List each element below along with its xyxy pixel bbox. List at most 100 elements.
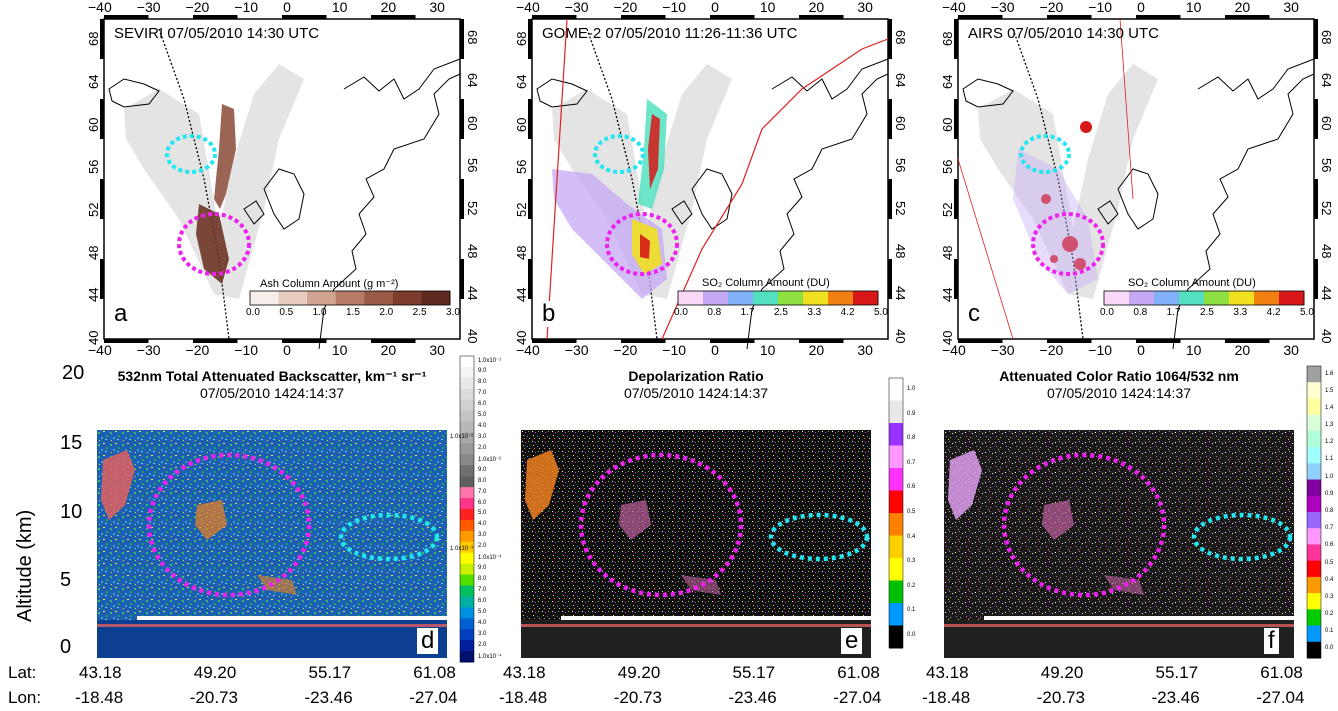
colorbar-frame <box>677 290 879 306</box>
lon-value: -20.73 <box>613 688 662 707</box>
map-border-tick <box>528 179 532 219</box>
legend-tick: 5.0 <box>478 608 487 615</box>
legend-swatch <box>889 580 903 604</box>
cloud-feature <box>101 450 135 520</box>
lat-tick-left: 56 <box>86 159 101 175</box>
lon-tick-top: 10 <box>759 0 776 15</box>
surface-return <box>137 616 447 620</box>
map-border-tick <box>1314 179 1318 219</box>
coastline-britain <box>1117 168 1159 230</box>
legend-tick: 0.7 <box>907 459 916 466</box>
legend-swatch <box>460 640 474 652</box>
lon-tick-top: 0 <box>711 0 719 15</box>
legend-strip-e <box>888 377 904 649</box>
lon-value: -18.48 <box>922 688 971 707</box>
legend-tick: 3.0 <box>478 433 487 440</box>
legend-swatch <box>460 498 474 510</box>
legend-swatch <box>1307 430 1321 448</box>
colorbar-swatch <box>1129 291 1155 305</box>
ash-layer-feature <box>195 500 227 540</box>
lat-tick-right: 40 <box>465 329 480 344</box>
legend-tick: 0.8 <box>907 435 916 442</box>
colorbar-tick: 3.3 <box>807 307 822 318</box>
lon-value: -20.73 <box>1036 688 1085 707</box>
panel-letter-f: f <box>1264 628 1279 654</box>
colorbar-swatch <box>250 291 280 305</box>
colorbar-swatch <box>364 291 394 305</box>
lon-tick-bottom: −30 <box>136 342 161 358</box>
lon-tick-bottom: −40 <box>88 342 112 358</box>
lon-tick-top: −20 <box>185 0 210 15</box>
legend-tick: 6.0 <box>478 597 487 604</box>
coastline-iceland <box>108 78 160 108</box>
map-panel-b <box>528 15 892 350</box>
legend-tick: 0.3 <box>1325 593 1334 600</box>
map-border-tick <box>1047 339 1092 343</box>
swath-edge-east <box>661 38 889 340</box>
lat-tick-left: 44 <box>514 287 529 303</box>
surface-return <box>984 616 1294 620</box>
legend-swatch <box>460 509 474 521</box>
lon-tick-top: 0 <box>1137 0 1145 15</box>
map-border-tick <box>1225 15 1270 19</box>
legend-swatch <box>460 596 474 608</box>
cloud-feature <box>525 450 559 520</box>
curtain-panel-f <box>944 430 1294 658</box>
lat-tick-left: 56 <box>514 159 529 175</box>
lon-tick-bottom: −20 <box>613 342 638 358</box>
lon-tick-bottom: 20 <box>808 342 825 358</box>
map-border-tick <box>371 15 416 19</box>
so2-blob <box>1041 194 1051 204</box>
lon-tick-top: 30 <box>1283 0 1299 15</box>
lon-tick-bottom: 0 <box>283 342 291 358</box>
lon-tick-bottom: 20 <box>1234 342 1251 358</box>
lat-label: Lat: <box>8 663 37 682</box>
lat-tick-right: 52 <box>1319 201 1334 216</box>
lat-tick-left: 52 <box>940 202 955 217</box>
lon-tick-bottom: −30 <box>990 342 1015 358</box>
cyan-circle <box>338 512 440 562</box>
altitude-tick: 20 <box>62 362 85 384</box>
lon-tick-top: −10 <box>234 0 259 15</box>
colorbar-swatch <box>753 291 779 305</box>
lat-tick-left: 64 <box>86 74 101 89</box>
lon-tick-top: 30 <box>429 0 445 15</box>
legend-swatch <box>1307 641 1321 659</box>
lon-tick-top: 20 <box>1234 0 1251 15</box>
lon-tick-bottom: −10 <box>1088 342 1113 358</box>
lon-tick-bottom: 20 <box>380 342 397 358</box>
colorbar-swatch <box>307 291 337 305</box>
legend-tick: 1.2 <box>1325 439 1334 446</box>
legend-swatch <box>460 410 474 423</box>
legend-tick: 4.0 <box>478 619 487 626</box>
lat-tick-right: 52 <box>465 201 480 216</box>
legend-tick: 2.0 <box>478 444 487 451</box>
legend-swatch <box>889 603 903 626</box>
lat-tick-right: 40 <box>893 329 908 344</box>
legend-swatch <box>460 388 474 401</box>
lat-tick-left: 48 <box>86 245 101 260</box>
lat-tick-right: 56 <box>465 158 480 173</box>
swath-edge-west <box>957 158 1014 340</box>
legend-swatch <box>1307 609 1321 627</box>
lon-tick-bottom: −10 <box>234 342 259 358</box>
colorbar-tick: 4.2 <box>840 307 855 318</box>
legend-tick: 0.6 <box>1325 542 1334 549</box>
coastline-ireland <box>243 200 265 225</box>
legend-swatch <box>460 399 474 412</box>
lat-tick-left: 40 <box>514 330 529 345</box>
lat-value: 49.20 <box>617 663 661 682</box>
legend-tick: 0.9 <box>907 410 916 417</box>
lon-tick-bottom: 10 <box>331 342 348 358</box>
lon-tick-top: 10 <box>331 0 348 15</box>
legend-tick: 0.2 <box>907 582 916 589</box>
legend-swatch <box>460 574 474 586</box>
colorbar-swatch <box>1154 291 1180 305</box>
lon-tick-top: 10 <box>1185 0 1202 15</box>
lon-value: -27.04 <box>1256 688 1305 707</box>
lat-tick-right: 64 <box>465 73 480 88</box>
legend-swatch <box>1307 560 1321 578</box>
lat-tick-left: 40 <box>86 330 101 345</box>
ash-region-shape <box>124 64 304 299</box>
swath-edge-west <box>546 18 568 340</box>
